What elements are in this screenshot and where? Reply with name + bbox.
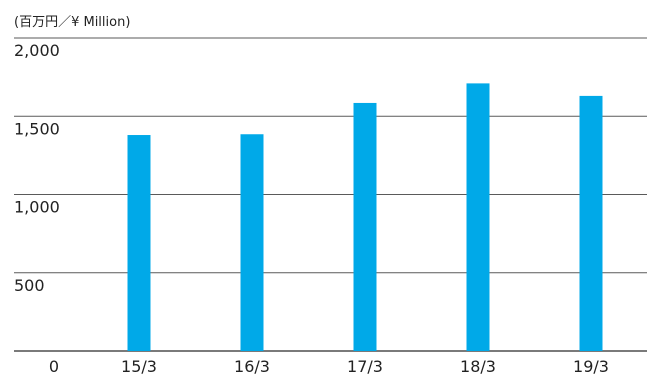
- y-tick-label: 1,000: [14, 198, 60, 217]
- x-tick-label: 18/3: [460, 357, 496, 374]
- x-tick-label: 15/3: [121, 357, 157, 374]
- y-tick-label: 500: [14, 276, 45, 295]
- y-tick-label: 2,000: [14, 41, 60, 60]
- unit-label: (百万円／¥ Million): [14, 15, 130, 30]
- x-tick-label: 19/3: [573, 357, 609, 374]
- y-tick-label: 0: [49, 357, 59, 374]
- y-tick-label: 1,500: [14, 119, 60, 138]
- bar: [127, 135, 151, 351]
- gridlines: [14, 37, 647, 352]
- bar: [240, 134, 264, 351]
- x-tick-label: 17/3: [347, 357, 383, 374]
- bar: [466, 83, 490, 351]
- bars: [127, 83, 603, 351]
- x-tick-labels: 15/3 16/3 17/3 18/3 19/3: [121, 357, 609, 374]
- x-tick-label: 16/3: [234, 357, 270, 374]
- y-tick-labels: 2,000 1,500 1,000 500 0: [14, 41, 60, 374]
- bar: [579, 95, 603, 351]
- bar: [353, 102, 377, 351]
